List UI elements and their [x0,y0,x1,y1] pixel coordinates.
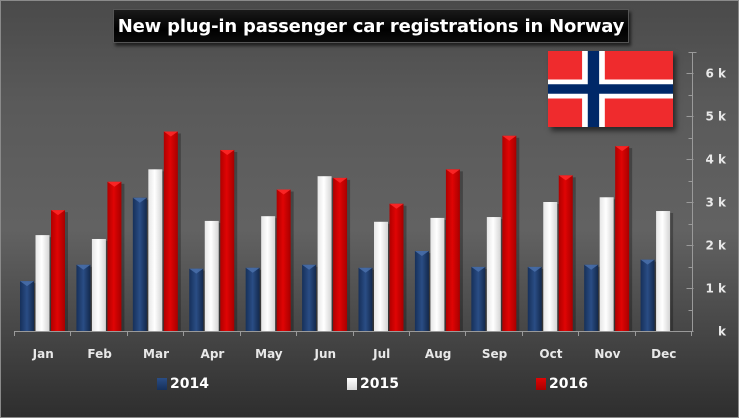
x-tick-label-may: May [255,347,283,361]
bar-2016-jun [333,177,348,331]
bar-cap [358,267,373,273]
x-tick-label-jan: Jan [32,347,54,361]
legend-label-2014: 2014 [170,376,209,392]
x-tick-label-aug: Aug [425,347,451,361]
bar-2015-mar [148,169,163,331]
bar-2014-apr [189,268,204,331]
bar-cap [132,197,147,203]
x-tick-label-feb: Feb [87,347,112,361]
bar-2014-sep [471,266,486,331]
bar-2014-jan [20,281,34,331]
flag-blue-cross-horizontal [548,84,673,94]
x-tick-label-sep: Sep [482,347,508,361]
bar-cap [471,266,486,272]
y-tick-label: 6 k [705,67,727,81]
bar-2015-jan [35,235,50,331]
bar-2014-mar [132,197,147,331]
bar-cap [527,266,542,272]
bar-2016-oct [558,175,573,331]
norway-flag-icon [548,51,673,127]
bar-cap [20,281,34,287]
bars-group [20,131,674,331]
y-tick-label: 3 k [705,196,727,210]
x-tick-label-jul: Jul [372,347,390,361]
bar-cap [189,268,204,274]
y-tick-label: k [718,325,727,339]
x-tick-label-mar: Mar [143,347,169,361]
bar-2014-feb [76,264,91,331]
bar-cap [584,264,599,270]
bar-cap [51,210,65,216]
bar-2015-nov [599,197,614,331]
bar-cap [302,264,317,270]
bar-2015-jul [374,221,388,331]
x-tick-label-oct: Oct [539,347,562,361]
y-axis-labels: k 1 k 2 k 3 k 4 k 5 k 6 k [705,67,727,339]
y-tick-label: 2 k [705,239,727,253]
bar-cap [640,259,655,265]
bar-2015-apr [204,220,219,331]
legend-swatch-2015 [347,378,357,390]
bar-2014-nov [584,264,599,331]
x-tick-label-dec: Dec [651,347,676,361]
bar-cap [333,177,348,183]
bar-2016-aug [445,169,460,331]
bar-cap [76,264,91,270]
bar-2016-jan [51,210,65,331]
bar-2016-sep [502,135,517,331]
bar-cap [414,251,429,257]
bar-cap [389,203,404,209]
bar-2015-feb [91,238,106,331]
bar-cap [107,181,122,187]
legend-swatch-2014 [157,378,167,390]
bar-2014-dec [640,259,655,331]
x-tick-label-nov: Nov [594,347,620,361]
bar-2015-jun [317,176,332,331]
bar-2016-nov [615,146,630,331]
bar-2014-oct [527,266,542,331]
y-tick-label: 4 k [705,153,727,167]
bar-2016-may [276,189,291,331]
bar-2015-oct [543,202,558,331]
legend-swatch-2016 [536,378,546,390]
bar-2016-apr [220,149,235,331]
bar-cap [220,149,235,155]
chart-title-box: New plug-in passenger car registrations … [113,9,629,43]
bar-2014-may [245,267,260,331]
y-tick-label: 5 k [705,110,727,124]
bar-cap [558,175,573,181]
bar-2016-feb [107,181,122,331]
bar-2014-jul [358,267,373,331]
bar-cap [502,135,517,141]
axes-group [14,52,697,336]
bar-2015-aug [430,217,445,331]
x-tick-label-apr: Apr [201,347,225,361]
y-tick-label: 1 k [705,282,727,296]
legend-label-2016: 2016 [549,376,588,392]
x-tick-label-jun: Jun [314,347,337,361]
bar-2015-sep [486,217,501,331]
legend-item-2014: 2014 [157,376,209,392]
bar-cap [245,267,260,273]
legend-label-2015: 2015 [360,376,399,392]
legend-item-2016: 2016 [536,376,588,392]
bar-2015-may [261,216,276,331]
bar-2015-dec [656,211,671,331]
legend-item-2015: 2015 [347,376,399,392]
bar-2014-aug [414,251,429,331]
bar-cap [163,131,178,137]
bar-cap [445,169,460,175]
bar-2014-jun [302,264,317,331]
bar-2016-mar [163,131,178,331]
bar-cap [615,146,630,152]
chart-title: New plug-in passenger car registrations … [117,15,625,37]
x-axis-labels: Jan Feb Mar Apr May Jun Jul Aug Sep Oct Nov Dec [32,347,677,361]
bar-2016-jul [389,203,404,331]
bar-cap [276,189,291,195]
